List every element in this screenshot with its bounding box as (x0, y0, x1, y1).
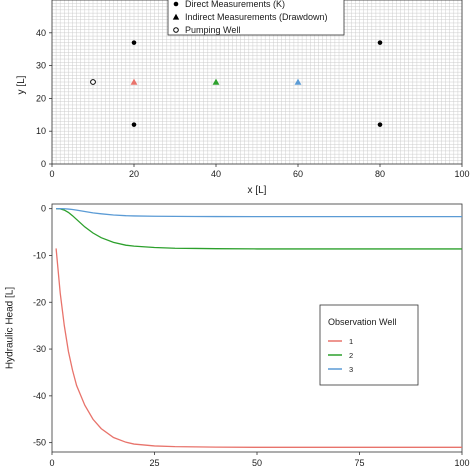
y-tick-label: -40 (33, 391, 46, 401)
plot-frame (51, 0, 463, 165)
legend-title: Observation Well (328, 317, 396, 327)
y-tick-label: -30 (33, 344, 46, 354)
legend-box (167, 0, 345, 36)
y-tick-label: -10 (33, 250, 46, 260)
y-tick-label: 0 (41, 204, 46, 214)
y-tick-label: 10 (36, 126, 46, 136)
x-tick-label: 0 (49, 458, 54, 468)
direct-measurement-point (131, 40, 137, 45)
x-tick-label: 100 (454, 458, 469, 468)
direct-measurement-point (131, 122, 137, 127)
y-axis-label: y [L] (16, 75, 27, 94)
legend-pumping-marker (173, 27, 179, 33)
y-tick-label: 20 (36, 93, 46, 103)
direct-measurement-point (377, 40, 383, 45)
legend-entry-label: 3 (349, 365, 353, 374)
legend-entry-label: 1 (349, 337, 353, 346)
y-tick-label: 0 (41, 159, 46, 169)
x-tick-label: 50 (252, 458, 262, 468)
y-tick-label: -50 (33, 438, 46, 448)
x-tick-label: 0 (49, 169, 54, 179)
x-tick-label: 100 (454, 169, 469, 179)
x-tick-label: 80 (375, 169, 385, 179)
indirect-measurement-point (212, 78, 220, 85)
y-tick-label: -20 (33, 297, 46, 307)
x-tick-label: 75 (354, 458, 364, 468)
legend-indirect-marker (172, 13, 180, 20)
x-tick-label: 20 (129, 169, 139, 179)
legend: Direct Measurements (K) Indirect Measurem… (167, 0, 345, 36)
x-tick-label: 25 (149, 458, 159, 468)
indirect-measurement-point (130, 78, 138, 85)
direct-measurement-point (377, 122, 383, 127)
indirect-measurement-point (294, 78, 302, 85)
legend-direct-marker (173, 1, 179, 7)
y-tick-label: 30 (36, 61, 46, 71)
legend-entry-label: Direct Measurements (K) (185, 0, 285, 9)
series-line-2 (56, 208, 462, 250)
series-line-1 (55, 248, 462, 448)
hydraulic-head-plot: 0 25 50 75 100 0 -10 -20 -30 -40 -50 Hydraulic Head… (5, 203, 470, 468)
legend-entry-label: Pumping Well (185, 25, 240, 35)
well-layout-plot: 0 20 40 60 80 100 0 10 20 30 40 x [L] y [L] Direct Me… (16, 0, 470, 196)
x-tick-label: 40 (211, 169, 221, 179)
legend-entry-label: Indirect Measurements (Drawdown) (185, 12, 328, 22)
legend-entry-label: 2 (349, 351, 353, 360)
series-line-3 (56, 208, 462, 218)
legend-box (319, 304, 419, 386)
legend: Observation Well 1 2 3 (319, 304, 419, 386)
y-axis-label: Hydraulic Head [L] (5, 287, 16, 369)
y-tick-label: 40 (36, 28, 46, 38)
x-tick-label: 60 (293, 169, 303, 179)
pumping-well-point (90, 79, 96, 85)
x-axis-label: x [L] (248, 185, 267, 196)
